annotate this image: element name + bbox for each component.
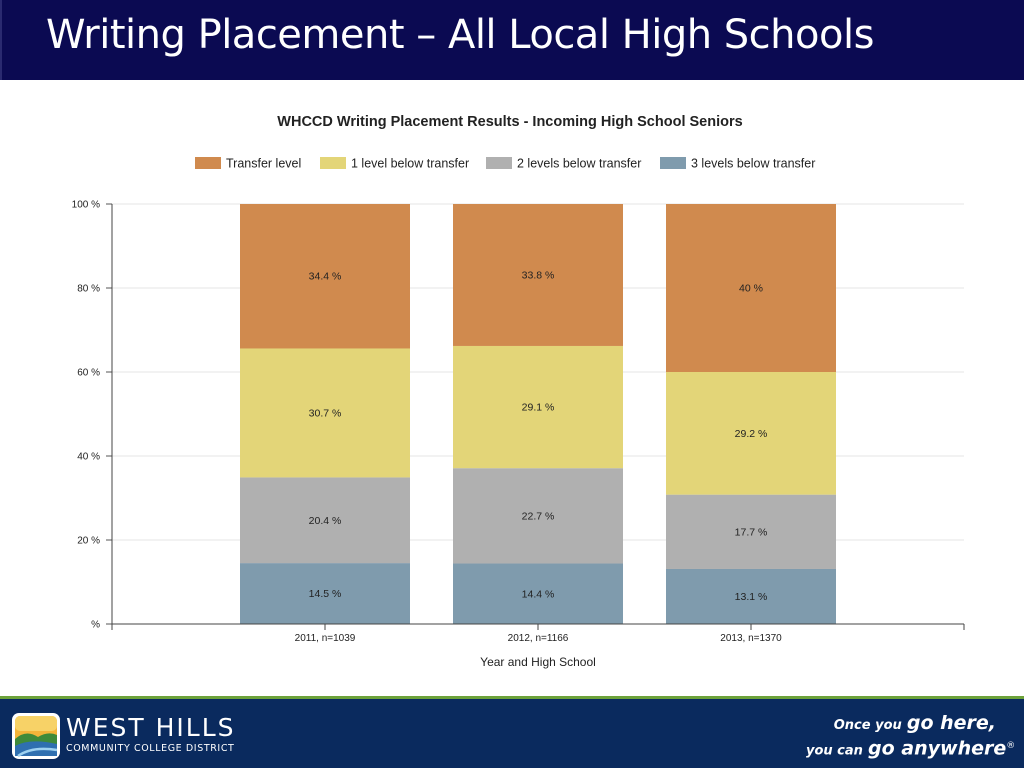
- bar-2-2: [666, 494, 836, 569]
- chart-title: WHCCD Writing Placement Results - Incomi…: [277, 114, 742, 130]
- legend-swatch-0: [195, 157, 221, 169]
- bar-2-1: [666, 372, 836, 495]
- y-tick-label-3: 60 %: [77, 368, 100, 379]
- legend-swatch-2: [486, 157, 512, 169]
- legend-label-0: Transfer level: [226, 157, 301, 171]
- bar-2-0: [666, 204, 836, 372]
- bar-label-2-0: 40 %: [739, 283, 763, 295]
- bar-label-1-0: 33.8 %: [522, 269, 555, 281]
- tagline-go-here: go here,: [906, 712, 996, 734]
- bar-label-2-3: 13.1 %: [735, 591, 768, 603]
- y-tick-label-2: 40 %: [77, 452, 100, 463]
- bar-1-3: [453, 563, 623, 624]
- bar-label-2-1: 29.2 %: [735, 428, 768, 440]
- bar-1-1: [453, 345, 623, 469]
- tagline-registered-mark: ®: [1006, 741, 1016, 751]
- bar-0-0: [240, 204, 410, 349]
- legend-swatch-3: [660, 157, 686, 169]
- bar-1-0: [453, 204, 623, 346]
- bar-label-0-2: 20.4 %: [309, 515, 342, 527]
- x-tick-label-2: 2013, n=1370: [720, 633, 782, 644]
- tagline-you-can: you can: [806, 743, 863, 759]
- logo-name: WEST HILLS: [66, 713, 236, 742]
- tagline-line-2: you can go anywhere®: [806, 736, 1015, 761]
- stacked-bar-chart: WHCCD Writing Placement Results - Incomi…: [72, 114, 965, 669]
- bar-0-2: [240, 477, 410, 564]
- bar-label-2-2: 17.7 %: [735, 526, 768, 538]
- legend-swatch-1: [320, 157, 346, 169]
- bar-label-0-1: 30.7 %: [309, 407, 342, 419]
- tagline-once-you: Once you: [833, 718, 902, 733]
- tagline: Once you go here, you can go anywhere®: [806, 713, 1015, 761]
- bar-0-1: [240, 348, 410, 478]
- tagline-line-1: Once you go here,: [806, 713, 996, 736]
- slide-title: Writing Placement – All Local High Schoo…: [46, 12, 874, 58]
- legend-label-3: 3 levels below transfer: [691, 157, 815, 171]
- bar-label-0-3: 14.5 %: [309, 588, 342, 600]
- x-tick-label-1: 2012, n=1166: [508, 633, 569, 644]
- bar-2-3: [666, 568, 836, 624]
- y-tick-label-5: 100 %: [72, 200, 100, 211]
- y-tick-label-1: 20 %: [77, 536, 100, 547]
- bar-label-1-3: 14.4 %: [522, 588, 555, 600]
- slide-title-bar: Writing Placement – All Local High Schoo…: [0, 0, 1024, 80]
- footer-bar: WEST HILLS COMMUNITY COLLEGE DISTRICT On…: [0, 696, 1024, 768]
- bar-label-1-2: 22.7 %: [522, 510, 555, 522]
- legend-label-1: 1 level below transfer: [351, 157, 469, 171]
- bar-1-2: [453, 468, 623, 564]
- x-tick-label-0: 2011, n=1039: [295, 633, 356, 644]
- legend-label-2: 2 levels below transfer: [517, 157, 641, 171]
- bar-label-1-1: 29.1 %: [522, 402, 555, 414]
- y-tick-label-4: 80 %: [77, 284, 100, 295]
- west-hills-logo-icon: [12, 713, 60, 759]
- logo-subtitle: COMMUNITY COLLEGE DISTRICT: [66, 743, 235, 754]
- y-tick-label-0: %: [91, 620, 100, 631]
- bar-0-3: [240, 563, 410, 624]
- x-axis-label: Year and High School: [480, 655, 596, 669]
- bar-label-0-0: 34.4 %: [309, 271, 342, 283]
- tagline-go-anywhere: go anywhere: [868, 737, 1007, 760]
